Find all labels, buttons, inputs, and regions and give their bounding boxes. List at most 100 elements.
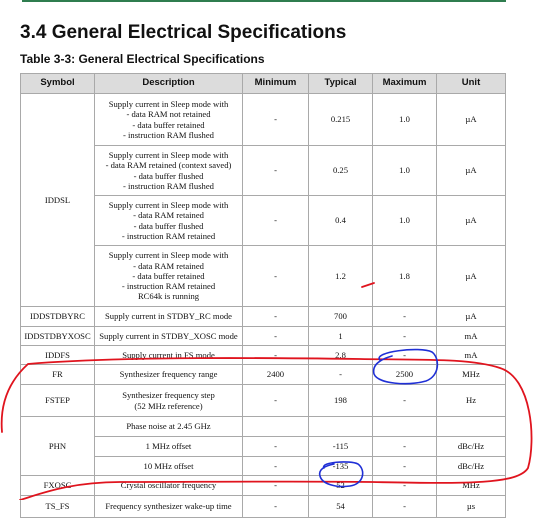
section-title: 3.4 General Electrical Specifications [20, 22, 347, 43]
description-cell: Supply current in STDBY_XOSC mode [94, 326, 243, 346]
description-line: - data buffer retained [132, 119, 205, 130]
description-line: Supply current in Sleep mode with [108, 149, 229, 160]
maximum-cell: - [372, 456, 437, 476]
maximum-cell: - [372, 306, 437, 327]
description-cell: Synthesizer frequency range [94, 364, 243, 385]
maximum-cell [372, 416, 437, 437]
column-header-unit: Unit [436, 73, 506, 94]
description-line: RC64k is running [137, 291, 200, 302]
table-row: IDDSL Supply current in Sleep mode with … [20, 93, 506, 307]
typical-cell: -135 [308, 456, 373, 476]
unit-cell: Hz [436, 384, 506, 417]
description-line: - data RAM not retained [126, 109, 211, 120]
table-row: PHN Phase noise at 2.45 GHz [20, 416, 506, 476]
symbol-cell: IDDSL [20, 93, 95, 307]
unit-cell: dBc/Hz [436, 436, 506, 457]
typical-cell: 198 [308, 384, 373, 417]
symbol-cell: TS_FS [20, 495, 95, 518]
typical-cell: -115 [308, 436, 373, 457]
description-line: - data RAM retained (context saved) [105, 160, 232, 171]
description-cell: Supply current in Sleep mode with - data… [94, 245, 243, 307]
description-line: - instruction RAM flushed [123, 129, 214, 140]
description-line: - instruction RAM flushed [123, 180, 214, 191]
table-row: Supply current in Sleep mode with - data… [21, 145, 506, 196]
typical-cell: - [308, 364, 373, 385]
maximum-cell: 1.0 [372, 93, 437, 146]
symbol-cell: IDDSTDBYXOSC [20, 326, 95, 346]
description-line: - instruction RAM retained [121, 281, 216, 292]
unit-cell [436, 416, 506, 437]
minimum-cell: - [242, 245, 309, 307]
typical-cell: 54 [308, 495, 373, 518]
minimum-cell: - [242, 384, 309, 417]
maximum-cell: - [372, 326, 437, 346]
description-line: - data RAM retained [133, 210, 204, 221]
description-line: - instruction RAM retained [121, 230, 216, 241]
table-row: FSTEP Synthesizer frequency step (52 MHz… [20, 384, 506, 417]
typical-cell [308, 416, 373, 437]
minimum-cell [242, 416, 309, 437]
minimum-cell: - [242, 93, 309, 146]
maximum-cell: 1.0 [372, 195, 437, 246]
unit-cell: µs [436, 495, 506, 518]
table-row: FR Synthesizer frequency range 2400 - 25… [20, 364, 506, 385]
maximum-cell: - [372, 436, 437, 457]
header-rule [22, 0, 506, 2]
typical-cell: 1 [308, 326, 373, 346]
table-row: FXOSC Crystal oscillator frequency - 52 … [20, 475, 506, 496]
unit-cell: MHz [436, 475, 506, 496]
unit-cell: µA [436, 93, 506, 146]
description-line: - data buffer flushed [133, 170, 204, 181]
symbol-cell: PHN [20, 416, 95, 476]
unit-cell: MHz [436, 364, 506, 385]
column-header-maximum: Maximum [372, 73, 437, 94]
description-cell: Supply current in Sleep mode with - data… [94, 93, 243, 146]
symbol-cell: FXOSC [20, 475, 95, 496]
unit-cell: µA [436, 245, 506, 307]
column-header-minimum: Minimum [242, 73, 309, 94]
minimum-cell: - [242, 436, 309, 457]
description-cell: Synthesizer frequency step (52 MHz refer… [94, 384, 243, 417]
maximum-cell: - [372, 384, 437, 417]
description-cell: Supply current in STDBY_RC mode [94, 306, 243, 327]
maximum-cell: - [372, 345, 437, 365]
unit-cell: mA [436, 345, 506, 365]
table-header-row: Symbol Description Minimum Typical Maxim… [20, 73, 506, 94]
unit-cell: µA [436, 195, 506, 246]
description-line: Supply current in Sleep mode with [108, 199, 229, 210]
minimum-cell: - [242, 145, 309, 196]
minimum-cell: 2400 [242, 364, 309, 385]
table-caption: Table 3-3: General Electrical Specificat… [20, 52, 265, 66]
symbol-cell: FSTEP [20, 384, 95, 417]
description-line: - data RAM retained [133, 260, 204, 271]
table-row: IDDSTDBYXOSC Supply current in STDBY_XOS… [20, 326, 506, 346]
table-row: TS_FS Frequency synthesizer wake-up time… [20, 495, 506, 518]
unit-cell: µA [436, 145, 506, 196]
description-cell: 1 MHz offset [94, 436, 243, 457]
description-cell: Supply current in Sleep mode with - data… [94, 195, 243, 246]
electrical-spec-table: Symbol Description Minimum Typical Maxim… [20, 73, 506, 518]
description-cell: Crystal oscillator frequency [94, 475, 243, 496]
maximum-cell: 1.8 [372, 245, 437, 307]
typical-cell: 700 [308, 306, 373, 327]
maximum-cell: - [372, 475, 437, 496]
minimum-cell: - [242, 345, 309, 365]
column-header-description: Description [94, 73, 243, 94]
typical-cell: 0.4 [308, 195, 373, 246]
typical-cell: 2.8 [308, 345, 373, 365]
symbol-cell: FR [20, 364, 95, 385]
minimum-cell: - [242, 326, 309, 346]
column-header-symbol: Symbol [20, 73, 95, 94]
table-row: Supply current in Sleep mode with - data… [21, 195, 506, 246]
table-row: IDDFS Supply current in FS mode - 2.8 - … [20, 345, 506, 365]
symbol-cell: IDDFS [20, 345, 95, 365]
typical-cell: 1.2 [308, 245, 373, 307]
unit-cell: µA [436, 306, 506, 327]
minimum-cell: - [242, 306, 309, 327]
description-line: Supply current in Sleep mode with [108, 98, 229, 109]
description-line: (52 MHz reference) [134, 400, 203, 411]
column-header-typical: Typical [308, 73, 373, 94]
typical-cell: 52 [308, 475, 373, 496]
description-cell: Frequency synthesizer wake-up time [94, 495, 243, 518]
description-line: Synthesizer frequency step [122, 390, 215, 401]
